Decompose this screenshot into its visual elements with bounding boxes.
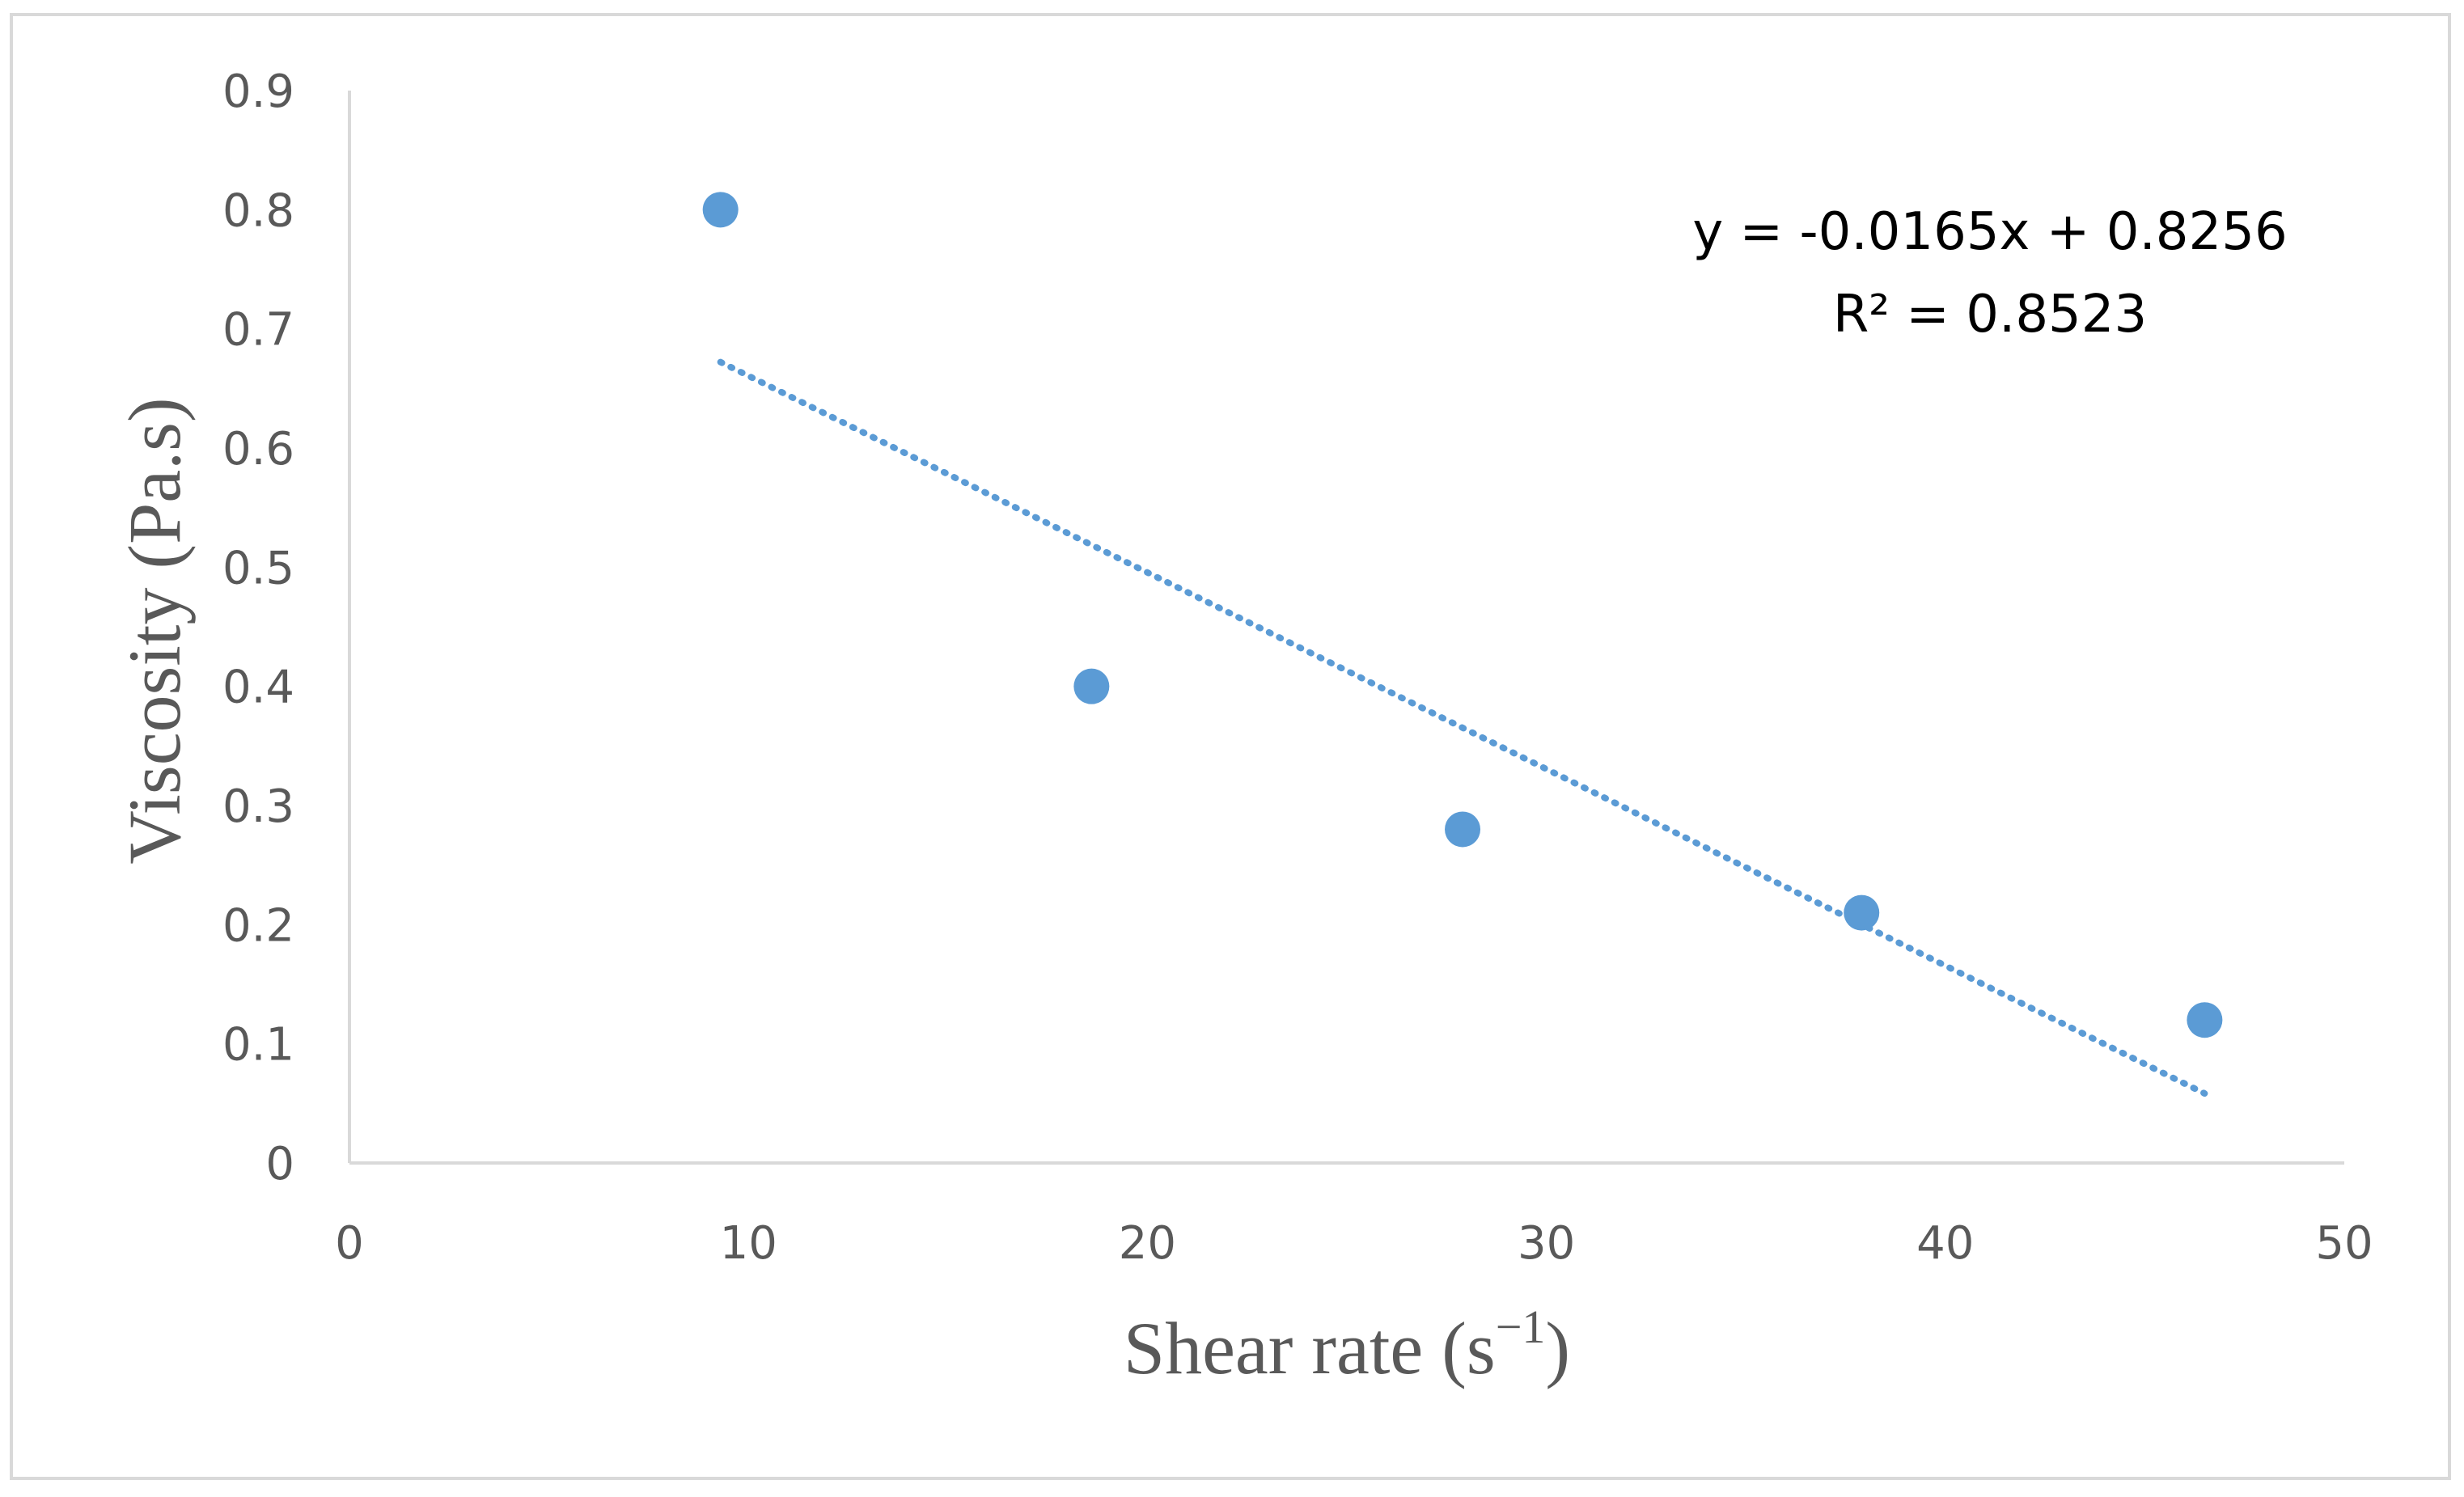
y-axis-title: Viscosity (Pa.s) — [113, 397, 196, 864]
x-tick-label: 0 — [335, 1217, 364, 1270]
y-tick-label: 0.8 — [222, 184, 294, 237]
x-tick-label: 10 — [720, 1217, 777, 1270]
x-axis-title-suffix: ) — [1545, 1307, 1570, 1389]
y-tick-labels: 0 0.1 0.2 0.3 0.4 0.5 0.6 0.7 0.8 0.9 — [222, 66, 294, 1190]
trendline — [717, 358, 2208, 1097]
y-tick-label: 0.5 — [222, 542, 294, 594]
y-tick-label: 0.3 — [222, 780, 294, 833]
data-point — [1844, 894, 1880, 931]
x-tick-label: 20 — [1119, 1217, 1176, 1270]
chart-border — [10, 13, 2451, 1480]
y-tick-label: 0.2 — [222, 899, 294, 952]
data-point — [702, 192, 739, 228]
data-point — [2187, 1002, 2223, 1038]
y-tick-label: 0.1 — [222, 1019, 294, 1072]
y-tick-label: 0.6 — [222, 423, 294, 476]
y-tick-label: 0.9 — [222, 66, 294, 118]
trendline-equation: y = -0.0165x + 0.8256 — [1692, 202, 2287, 262]
x-axis-title: Shear rate (s−1) — [1124, 1300, 1570, 1389]
trendline-layer — [717, 358, 2208, 1097]
x-tick-labels: 0 10 20 30 40 50 — [335, 1217, 2373, 1270]
axes-layer — [348, 91, 2344, 1165]
data-point — [1445, 811, 1481, 848]
data-points — [702, 192, 2223, 1038]
x-tick-label: 30 — [1518, 1217, 1575, 1270]
x-axis-title-main: Shear rate (s — [1124, 1307, 1496, 1389]
data-point — [1073, 668, 1110, 704]
y-tick-label: 0.7 — [222, 304, 294, 357]
trendline-r-squared: R² = 0.8523 — [1833, 285, 2147, 345]
y-tick-label: 0 — [265, 1138, 294, 1190]
x-tick-label: 40 — [1916, 1217, 1974, 1270]
x-axis-title-superscript: −1 — [1496, 1300, 1546, 1353]
y-tick-label: 0.4 — [222, 662, 294, 714]
x-tick-label: 50 — [2315, 1217, 2373, 1270]
